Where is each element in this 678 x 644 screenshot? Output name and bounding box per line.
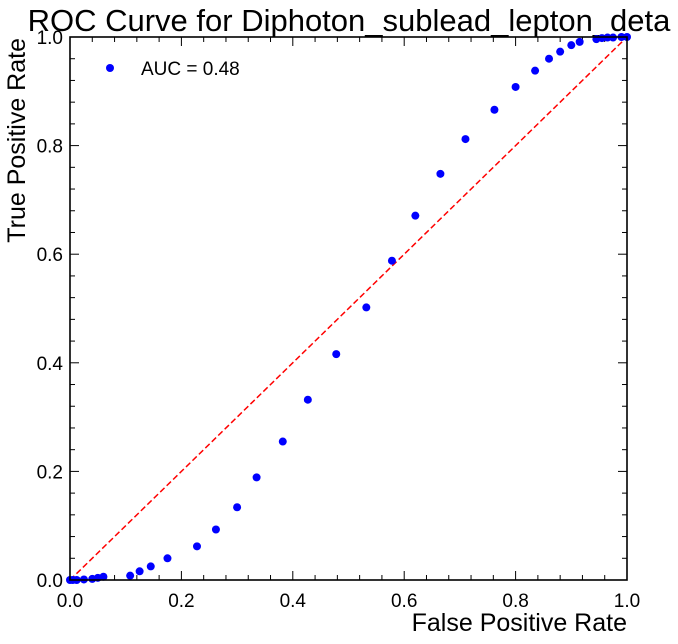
- roc-point: [531, 66, 540, 75]
- roc-point: [511, 82, 520, 91]
- legend-marker: [106, 64, 114, 72]
- plot-frame: [69, 36, 628, 581]
- roc-point: [556, 47, 565, 56]
- roc-point: [545, 54, 554, 63]
- roc-point: [490, 105, 499, 114]
- y-tick-label: 0.4: [37, 354, 64, 375]
- tick-labels: 0.0 0.2 0.4 0.6 0.8 1.0 0.0 0.2 0.4 0.6 0.8 1.0: [37, 28, 641, 612]
- plot-series: [66, 33, 631, 584]
- x-tick-label: 1.0: [614, 591, 640, 612]
- roc-point: [278, 437, 287, 446]
- roc-point: [163, 554, 172, 563]
- roc-point: [99, 572, 108, 581]
- diagonal-reference-line: [69, 36, 628, 581]
- x-tick-label: 0.6: [391, 591, 417, 612]
- roc-point: [436, 169, 445, 178]
- chart-title: ROC Curve for Diphoton_sublead_lepton_de…: [28, 3, 672, 38]
- x-axis-label: False Positive Rate: [412, 609, 627, 637]
- roc-point: [567, 41, 576, 50]
- roc-point: [126, 571, 135, 580]
- roc-point: [233, 503, 242, 512]
- y-tick-label: 1.0: [37, 28, 63, 49]
- y-axis-label: True Positive Rate: [3, 38, 31, 243]
- roc-point: [575, 37, 584, 46]
- legend: AUC = 0.48: [106, 59, 240, 80]
- roc-point: [362, 303, 371, 312]
- roc-point: [135, 567, 144, 576]
- x-tick-label: 0.0: [57, 591, 83, 612]
- roc-point: [211, 525, 220, 534]
- roc-point: [303, 395, 312, 404]
- y-tick-label: 0.0: [37, 571, 63, 592]
- y-tick-label: 0.8: [37, 137, 63, 158]
- roc-point: [332, 350, 341, 359]
- x-tick-label: 0.4: [280, 591, 307, 612]
- roc-point: [461, 135, 470, 144]
- legend-label: AUC = 0.48: [141, 59, 240, 80]
- roc-point: [146, 562, 155, 571]
- y-tick-label: 0.6: [37, 245, 63, 266]
- y-tick-label: 0.2: [37, 462, 63, 483]
- roc-point: [192, 542, 201, 551]
- roc-point: [387, 256, 396, 265]
- roc-point: [252, 473, 261, 482]
- x-tick-label: 0.8: [502, 591, 528, 612]
- roc-point: [411, 211, 420, 220]
- x-tick-label: 0.2: [168, 591, 194, 612]
